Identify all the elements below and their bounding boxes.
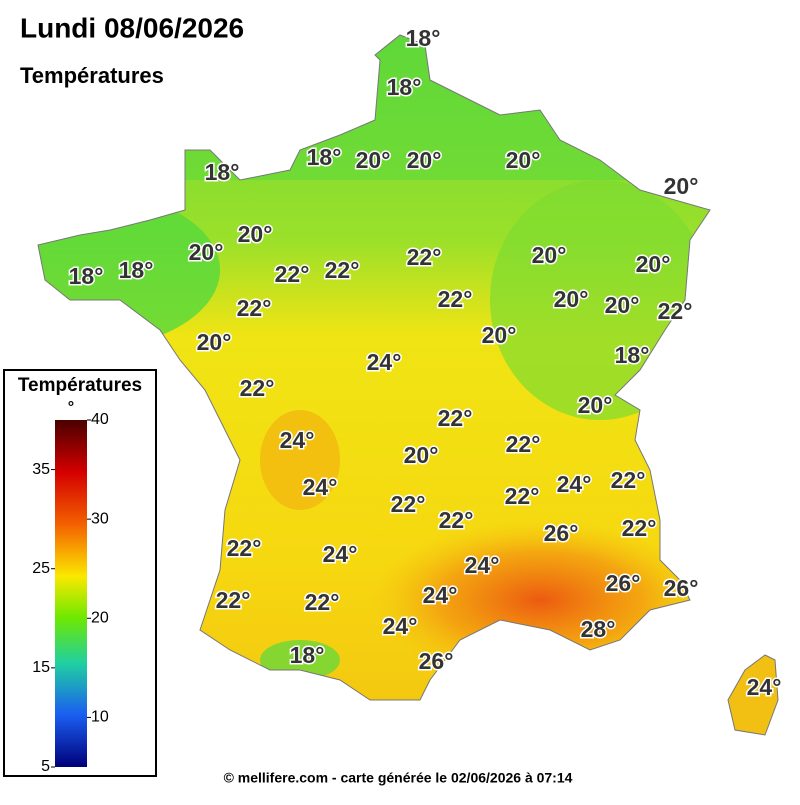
temperature-label: 24°	[383, 613, 418, 639]
temperature-label: 18°	[387, 74, 422, 100]
temperature-label: 22°	[305, 589, 340, 615]
temperature-label: 22°	[622, 515, 657, 541]
temperature-label: 18°	[205, 159, 240, 185]
temperature-label: 22°	[275, 261, 310, 287]
temperature-label: 20°	[404, 442, 439, 468]
temperature-label: 20°	[238, 221, 273, 247]
legend-tick-label: 25	[32, 560, 50, 577]
temperature-label: 22°	[506, 431, 541, 457]
temperature-label: 22°	[325, 257, 360, 283]
temperature-label: 22°	[438, 405, 473, 431]
temperature-label: 22°	[439, 507, 474, 533]
legend-tick-label: 40	[91, 411, 109, 428]
temperature-label: 20°	[532, 242, 567, 268]
temperature-label: 20°	[482, 322, 517, 348]
temperature-label: 20°	[636, 251, 671, 277]
footer: © mellifere.com - carte générée le 02/06…	[224, 770, 573, 786]
temperature-label: 22°	[438, 286, 473, 312]
temperature-label: 18°	[290, 642, 325, 668]
temperature-label: 20°	[605, 292, 640, 318]
legend-tick-label: 10	[91, 709, 109, 726]
legend-tick-label: 15	[32, 659, 50, 676]
temperature-labels: 18°18°18°18° 20° 20° 20°20°20°20°18° 18° 22° 2…	[67, 24, 783, 702]
temperature-label: 18°	[307, 144, 342, 170]
temperature-label: 22°	[237, 295, 272, 321]
temperature-label: 22°	[227, 535, 262, 561]
temperature-label: 22°	[216, 587, 251, 613]
legend-title: Températures	[18, 375, 142, 396]
temperature-label: 20°	[189, 239, 224, 265]
temperature-label: 24°	[465, 552, 500, 578]
legend-tick-label: 35	[32, 461, 50, 478]
temperature-label: 26°	[606, 570, 641, 596]
temperature-label: 24°	[747, 674, 782, 700]
temperature-label: 22°	[240, 375, 275, 401]
temperature-label: 22°	[391, 491, 426, 517]
temperature-label: 20°	[578, 392, 613, 418]
temperature-label: 24°	[557, 471, 592, 497]
legend-tick-label: 5	[41, 758, 50, 775]
color-bar	[55, 420, 87, 767]
temperature-label: 26°	[544, 520, 579, 546]
temperature-label: 24°	[423, 582, 458, 608]
temperature-label: 26°	[419, 648, 454, 674]
temperature-label: 18°	[406, 25, 441, 51]
temperature-label: 18°	[69, 263, 104, 289]
temperature-label: 20°	[664, 173, 699, 199]
temperature-label: 22°	[407, 244, 442, 270]
temperature-label: 20°	[356, 147, 391, 173]
temperature-label: 18°	[119, 257, 154, 283]
temperature-label: 24°	[303, 474, 338, 500]
legend: Températures ° 40 35 30 25 20 15 10 5	[3, 369, 157, 777]
temperature-label: 22°	[658, 298, 693, 324]
temperature-label: 20°	[506, 147, 541, 173]
temperature-label: 28°	[581, 616, 616, 642]
legend-tick-label: 20	[91, 610, 109, 627]
title: Lundi 08/06/2026	[20, 12, 244, 43]
temperature-label: 24°	[367, 349, 402, 375]
temperature-label: 24°	[323, 541, 358, 567]
legend-tick-label: 30	[91, 510, 109, 527]
legend-unit: °	[68, 399, 74, 416]
temperature-label: 22°	[505, 483, 540, 509]
temperature-label: 26°	[664, 575, 699, 601]
temperature-label: 20°	[554, 286, 589, 312]
corsica	[727, 654, 779, 736]
temperature-label: 22°	[611, 467, 646, 493]
temperature-label: 24°	[280, 427, 315, 453]
subtitle: Températures	[20, 63, 164, 88]
temperature-label: 20°	[407, 147, 442, 173]
temperature-label: 20°	[197, 329, 232, 355]
temperature-label: 18°	[615, 342, 650, 368]
